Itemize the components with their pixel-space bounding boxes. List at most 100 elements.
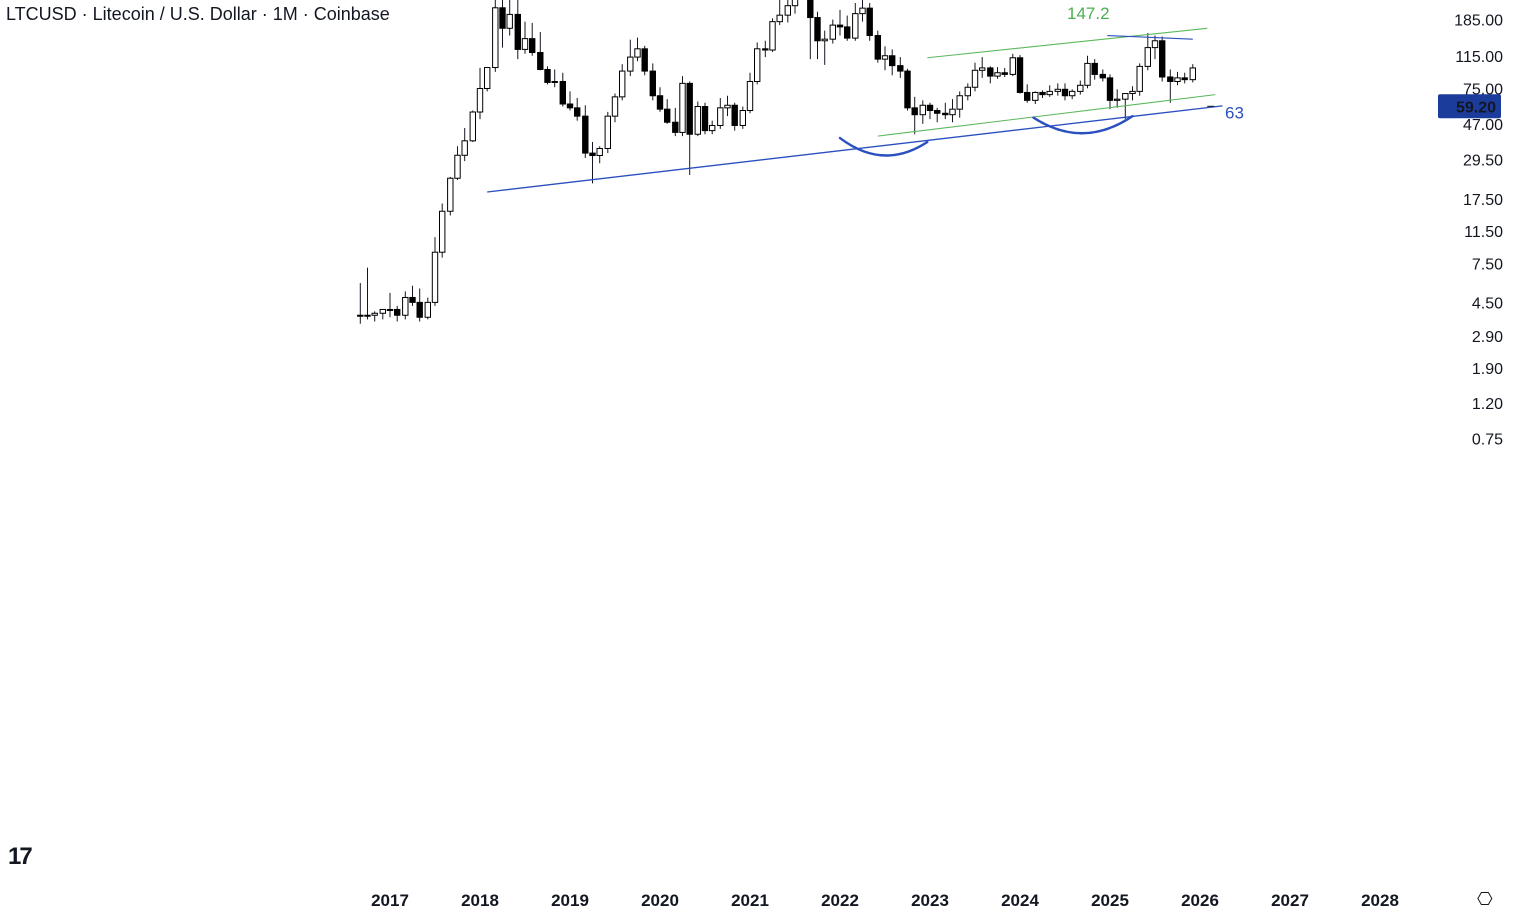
- candle: [1106, 74, 1114, 110]
- candle-body: [1077, 84, 1084, 92]
- candle: [731, 102, 738, 131]
- y-tick-label: 4.50: [1472, 295, 1503, 312]
- x-axis[interactable]: 2017 2018 2019 2020 2021 2022 2023 2024 2025 2026…: [371, 891, 1399, 910]
- candle-body: [791, 0, 799, 7]
- candle-body: [739, 110, 746, 126]
- candle: [919, 100, 926, 124]
- x-tick-label: 2025: [1091, 891, 1129, 910]
- candle: [386, 292, 394, 318]
- candle: [987, 66, 994, 84]
- candle: [964, 83, 971, 101]
- candle: [739, 106, 746, 129]
- candle: [829, 19, 836, 44]
- candle-body: [672, 121, 679, 133]
- candle-body: [641, 48, 648, 72]
- candle-body: [431, 251, 439, 303]
- candle-body: [394, 308, 401, 316]
- candle-body: [1106, 77, 1114, 101]
- candle: [1091, 59, 1098, 80]
- candle-body: [447, 177, 454, 212]
- x-tick-label: 2026: [1181, 891, 1219, 910]
- candle-body: [694, 106, 701, 135]
- candle-body: [627, 56, 634, 72]
- candle-body: [829, 24, 836, 40]
- candle-body: [664, 108, 671, 123]
- y-tick-label: 0.75: [1472, 432, 1503, 449]
- candle: [1032, 91, 1039, 105]
- candle: [1167, 69, 1174, 103]
- gear-icon[interactable]: ⎔: [1477, 889, 1493, 910]
- candle-body: [529, 38, 536, 54]
- y-axis[interactable]: 1,800.001,100.00700.00460.00285.00185.00…: [1207, 0, 1503, 449]
- candle: [1046, 85, 1053, 97]
- candle: [994, 67, 1001, 79]
- candle-body: [371, 312, 378, 316]
- candle: [889, 49, 896, 76]
- candle: [439, 203, 446, 258]
- candle-body: [499, 7, 506, 29]
- candle: [394, 305, 401, 322]
- candle: [627, 39, 634, 77]
- candle: [409, 285, 416, 306]
- candle-body: [1151, 40, 1159, 49]
- candle-body: [784, 5, 791, 16]
- candle: [904, 68, 911, 111]
- x-tick-label: 2024: [1001, 891, 1039, 910]
- candle: [596, 146, 603, 164]
- candle-body: [964, 86, 971, 97]
- candle-body: [1069, 90, 1076, 97]
- candle: [1039, 90, 1046, 99]
- candle-body: [1114, 98, 1121, 101]
- candle: [424, 297, 432, 320]
- candle-body: [836, 24, 844, 28]
- tradingview-logo[interactable]: 17: [8, 843, 33, 870]
- candle: [574, 98, 581, 121]
- candle: [746, 72, 754, 114]
- candle: [559, 72, 566, 107]
- candle-body: [919, 104, 926, 116]
- candle: [942, 102, 949, 120]
- candle-body: [582, 115, 589, 154]
- candle: [844, 15, 851, 41]
- candle: [1061, 83, 1069, 101]
- candle-body: [476, 87, 484, 113]
- candle-body: [717, 107, 724, 126]
- candle-body: [416, 301, 423, 318]
- candle: [701, 102, 709, 135]
- candle-body: [859, 7, 866, 15]
- y-tick-label: 29.50: [1463, 152, 1503, 169]
- y-tick-label: 17.50: [1463, 192, 1503, 209]
- wedge-top-line: [1107, 34, 1193, 40]
- candle: [1129, 86, 1136, 101]
- candle: [971, 62, 979, 92]
- candle: [604, 111, 611, 154]
- candle: [1189, 64, 1196, 83]
- candle-body: [409, 296, 416, 303]
- candle: [551, 69, 558, 88]
- candle: [566, 91, 574, 111]
- candle: [664, 99, 671, 124]
- candle: [611, 93, 619, 123]
- candle: [544, 66, 551, 85]
- candle: [784, 0, 791, 23]
- candle-body: [506, 13, 513, 29]
- candle: [1174, 71, 1181, 86]
- candle-body: [492, 7, 499, 69]
- candle-body: [844, 26, 851, 39]
- candle-body: [701, 106, 709, 132]
- x-tick-label: 2021: [731, 891, 769, 910]
- candle: [357, 283, 364, 324]
- candle: [1151, 35, 1159, 60]
- candle-body: [386, 308, 394, 311]
- candle: [949, 99, 956, 123]
- y-tick-label: 1.90: [1472, 361, 1503, 378]
- candle: [1114, 89, 1121, 108]
- candle-body: [911, 107, 918, 116]
- y-tick-label: 185.00: [1454, 13, 1503, 30]
- candle: [1099, 69, 1106, 82]
- candle: [649, 63, 656, 101]
- candle: [672, 107, 679, 137]
- candle-body: [461, 140, 468, 156]
- candle-body: [934, 110, 941, 114]
